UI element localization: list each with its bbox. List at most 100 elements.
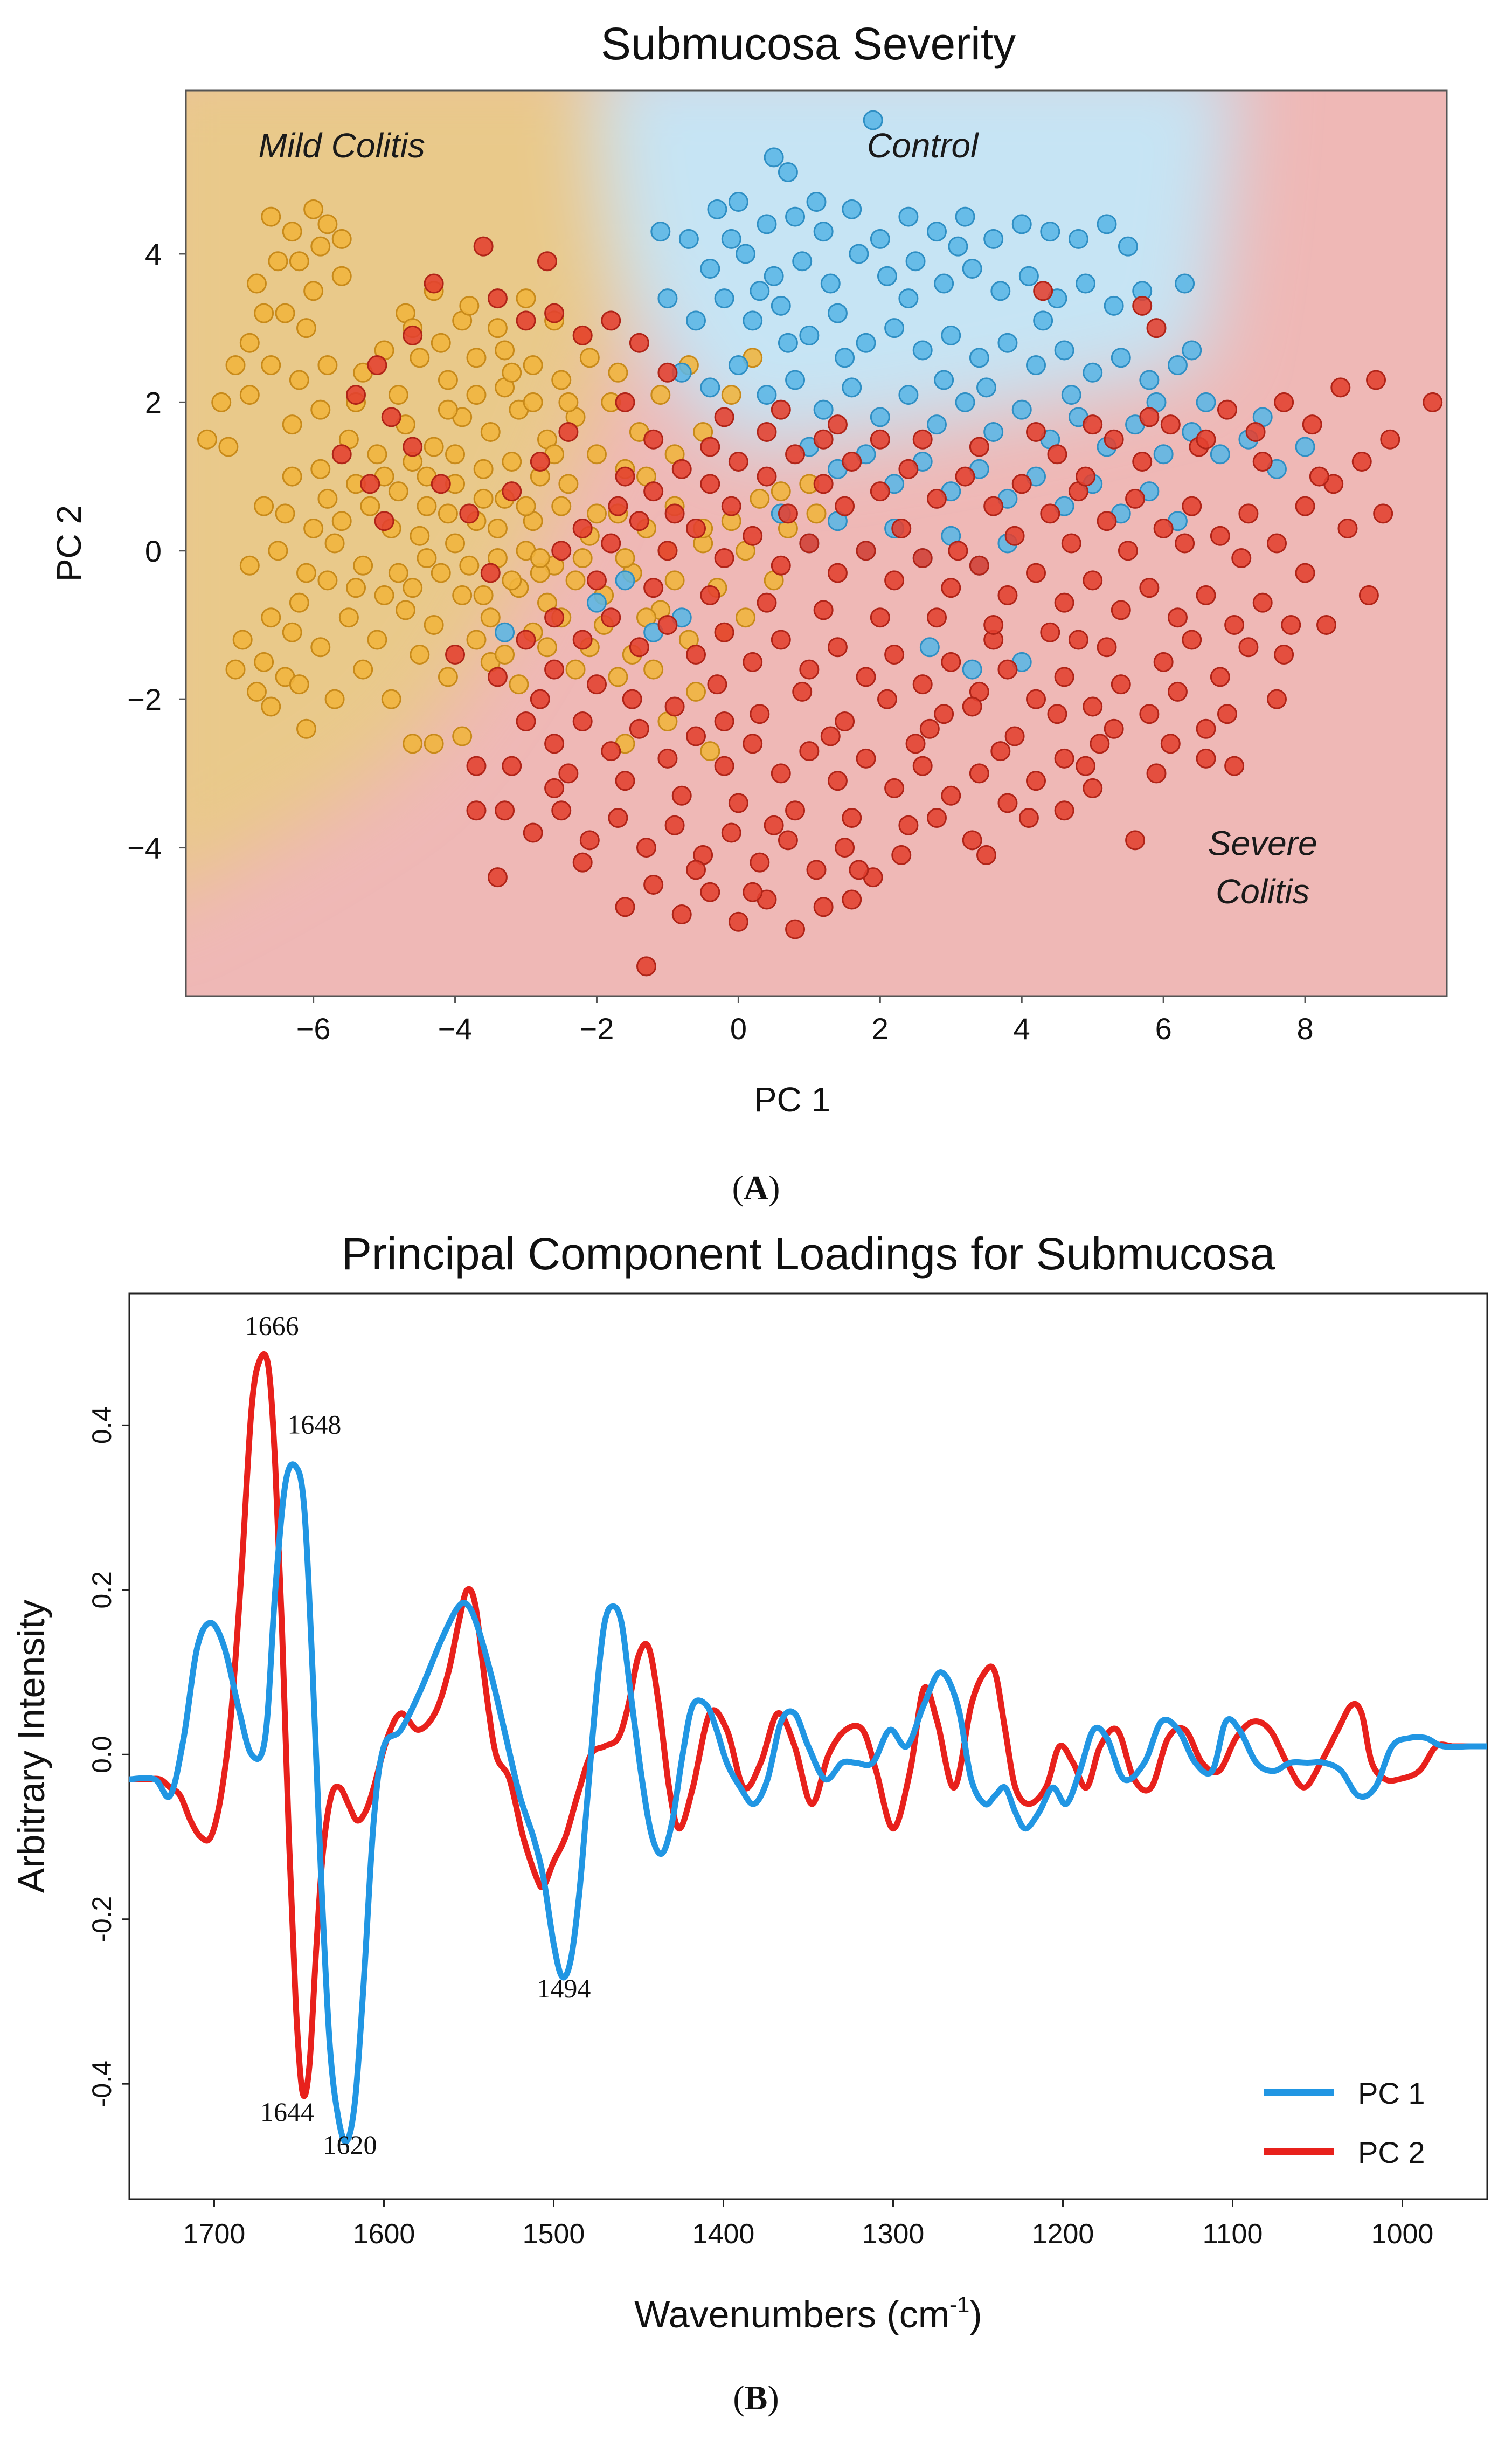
- scatter-point-severe-colitis: [983, 496, 1004, 516]
- scatter-point-mild-colitis: [367, 444, 387, 465]
- scatter-point-mild-colitis: [410, 526, 430, 546]
- scatter-point-mild-colitis: [254, 496, 274, 516]
- scatter-point-control: [700, 377, 720, 398]
- scatter-point-severe-colitis: [537, 251, 557, 272]
- series-severe-colitis: [331, 236, 1443, 977]
- annotation-mild-colitis: Mild Colitis: [259, 126, 425, 165]
- scatter-point-severe-colitis: [884, 778, 905, 798]
- scatter-point-severe-colitis: [544, 778, 565, 798]
- scatter-point-control: [1210, 444, 1230, 465]
- annotation-severe: Severe: [1208, 824, 1317, 862]
- scatter-point-control: [1153, 444, 1174, 465]
- scatter-point-mild-colitis: [296, 318, 316, 338]
- scatter-point-severe-colitis: [778, 503, 798, 524]
- scatter-point-mild-colitis: [686, 681, 706, 702]
- scatter-point-severe-colitis: [1097, 511, 1117, 531]
- scatter-point-severe-colitis: [771, 630, 791, 650]
- scatter-point-control: [1175, 273, 1195, 294]
- scatter-point-severe-colitis: [1054, 800, 1074, 821]
- scatter-point-severe-colitis: [586, 570, 607, 591]
- scatter-point-mild-colitis: [310, 236, 331, 257]
- scatter-point-mild-colitis: [268, 541, 288, 561]
- scatter-point-severe-colitis: [1061, 533, 1081, 554]
- scatter-point-severe-colitis: [941, 652, 961, 672]
- scatter-point-mild-colitis: [289, 251, 309, 272]
- chart-a-x-tick-label: 4: [1014, 1012, 1030, 1046]
- panel-a-letter: A: [744, 1169, 768, 1207]
- scatter-point-severe-colitis: [934, 704, 954, 724]
- chart-b-x-axis: 1700 1600 1500 1400 1300 1200 1100 1000: [183, 2199, 1433, 2250]
- scatter-point-severe-colitis: [1139, 578, 1160, 598]
- scatter-point-control: [721, 229, 741, 249]
- scatter-point-control: [898, 288, 919, 309]
- chart-a-x-tick-label: 6: [1155, 1012, 1172, 1046]
- chart-a-x-label: PC 1: [754, 1080, 830, 1119]
- scatter-point-mild-colitis: [239, 385, 260, 405]
- panel-a-scatter: Submucosa Severity −6 −4 −2 0 2 4 6 8 −4 −2 0 2 4 P…: [50, 18, 1448, 1207]
- chart-a-y-tick-label: 0: [145, 534, 162, 568]
- scatter-point-severe-colitis: [671, 785, 692, 806]
- scatter-point-control: [877, 266, 897, 286]
- scatter-point-severe-colitis: [1196, 718, 1216, 739]
- scatter-point-severe-colitis: [1182, 496, 1202, 516]
- scatter-point-severe-colitis: [1104, 718, 1124, 739]
- scatter-point-severe-colitis: [572, 852, 593, 873]
- scatter-point-mild-colitis: [495, 645, 515, 665]
- scatter-point-severe-colitis: [870, 481, 890, 502]
- scatter-point-mild-colitis: [225, 659, 246, 680]
- scatter-points: [197, 110, 1443, 977]
- scatter-point-severe-colitis: [1380, 429, 1400, 450]
- scatter-point-mild-colitis: [431, 333, 451, 353]
- scatter-point-severe-colitis: [657, 362, 678, 383]
- scatter-point-control: [785, 206, 806, 227]
- scatter-point-severe-colitis: [714, 756, 734, 776]
- scatter-point-mild-colitis: [374, 585, 394, 605]
- scatter-point-severe-colitis: [1224, 614, 1245, 635]
- scatter-point-control: [898, 385, 919, 405]
- scatter-point-control: [948, 236, 968, 257]
- scatter-point-severe-colitis: [1337, 518, 1358, 538]
- scatter-point-severe-colitis: [1295, 563, 1315, 583]
- scatter-point-severe-colitis: [502, 756, 522, 776]
- scatter-point-mild-colitis: [516, 496, 536, 516]
- scatter-point-severe-colitis: [1153, 652, 1174, 672]
- scatter-point-severe-colitis: [544, 607, 565, 628]
- series-control: [495, 110, 1315, 680]
- scatter-point-mild-colitis: [289, 592, 309, 613]
- scatter-point-severe-colitis: [898, 459, 919, 479]
- chart-b-y-tick-label: 0.2: [87, 1571, 117, 1609]
- scatter-point-severe-colitis: [785, 919, 806, 939]
- scatter-point-mild-colitis: [438, 503, 458, 524]
- scatter-point-severe-colitis: [403, 325, 423, 345]
- scatter-point-severe-colitis: [1252, 592, 1273, 613]
- scatter-point-severe-colitis: [820, 726, 841, 746]
- scatter-point-mild-colitis: [509, 674, 529, 695]
- scatter-point-mild-colitis: [303, 518, 324, 538]
- scatter-point-control: [997, 333, 1018, 353]
- scatter-point-severe-colitis: [941, 578, 961, 598]
- scatter-point-mild-colitis: [239, 333, 260, 353]
- scatter-point-mild-colitis: [417, 496, 437, 516]
- scatter-point-severe-colitis: [1316, 614, 1337, 635]
- scatter-point-severe-colitis: [1083, 778, 1103, 798]
- series-line-pc-2: [129, 1351, 1487, 2099]
- scatter-point-severe-colitis: [870, 429, 890, 450]
- scatter-point-control: [1097, 214, 1117, 234]
- scatter-point-severe-colitis: [643, 481, 664, 502]
- scatter-point-control: [813, 222, 834, 242]
- scatter-point-severe-colitis: [544, 303, 565, 323]
- scatter-point-control: [842, 377, 862, 398]
- chart-b-y-tick-label: 0.0: [87, 1736, 117, 1774]
- scatter-point-mild-colitis: [388, 385, 408, 405]
- scatter-point-severe-colitis: [487, 288, 508, 309]
- scatter-point-mild-colitis: [466, 348, 487, 368]
- chart-a-title: Submucosa Severity: [601, 18, 1016, 69]
- scatter-point-control: [962, 258, 982, 279]
- scatter-point-severe-colitis: [799, 533, 820, 554]
- scatter-point-control: [983, 421, 1004, 442]
- scatter-point-control: [799, 325, 820, 345]
- scatter-point-severe-colitis: [870, 607, 890, 628]
- scatter-point-control: [842, 199, 862, 219]
- scatter-point-mild-colitis: [310, 399, 331, 420]
- scatter-point-severe-colitis: [1132, 452, 1153, 472]
